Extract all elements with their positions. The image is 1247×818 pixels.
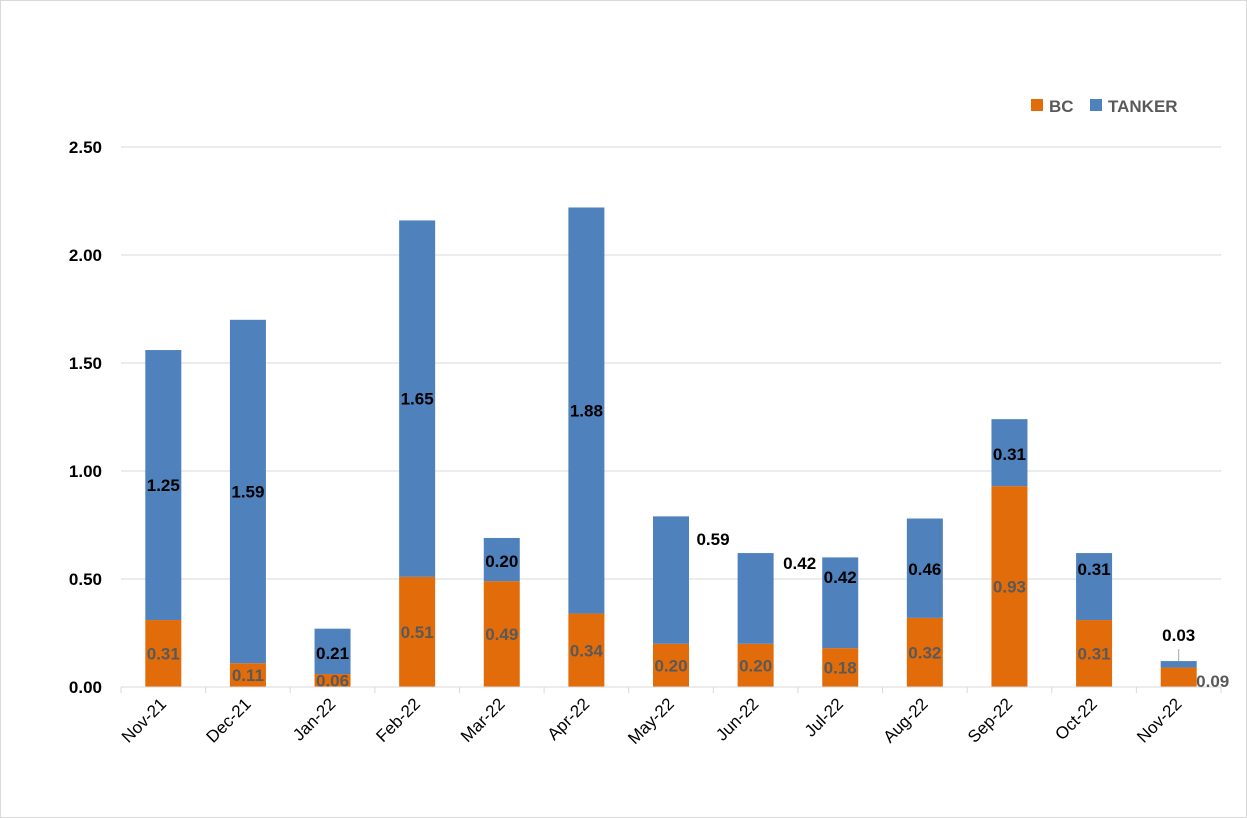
- data-labels: 0.31 0.11 0.06 0.51 0.49 0.34 0.20 0.20 0.18 0.32…: [147, 390, 1229, 691]
- data-label-bc: 0.20: [739, 656, 772, 675]
- bars: [145, 207, 1197, 687]
- y-axis-ticks: 0.00 0.50 1.00 1.50 2.00 2.50: [69, 138, 102, 697]
- legend-label-bc: BC: [1049, 97, 1074, 116]
- data-label-bc: 0.31: [1078, 645, 1111, 664]
- data-label-tanker: 0.21: [316, 644, 349, 663]
- data-label-bc: 0.32: [908, 643, 941, 662]
- data-label-bc: 0.09: [1196, 672, 1229, 691]
- y-tick-label: 1.50: [69, 354, 102, 373]
- bar-tanker-apr-22: [568, 207, 605, 614]
- x-category-label: Mar-22: [457, 694, 509, 746]
- x-category-label: Jul-22: [801, 694, 847, 740]
- data-label-bc: 0.11: [232, 666, 264, 685]
- data-label-tanker: 0.03: [1162, 626, 1195, 645]
- legend-swatch-tanker: [1090, 99, 1102, 111]
- bar-bc-jun-22: [737, 643, 774, 687]
- bar-tanker-feb-22: [399, 220, 436, 577]
- data-label-tanker: 0.46: [908, 560, 941, 579]
- gridlines: [121, 146, 1221, 580]
- bar-tanker-dec-21: [229, 319, 266, 664]
- bar-tanker-oct-22: [1076, 553, 1113, 621]
- data-label-bc: 0.49: [485, 625, 518, 644]
- data-label-tanker: 1.25: [147, 476, 180, 495]
- data-label-tanker: 0.31: [993, 445, 1026, 464]
- data-label-bc: 0.06: [316, 672, 349, 691]
- data-label-bc: 0.31: [147, 645, 180, 664]
- y-tick-label: 0.00: [69, 678, 102, 697]
- bar-tanker-mar-22: [483, 537, 520, 582]
- bar-bc-oct-22: [1076, 620, 1113, 687]
- bar-tanker-jun-22: [737, 553, 774, 644]
- bar-tanker-nov-22: [1160, 661, 1197, 668]
- bar-bc-nov-22: [1160, 667, 1197, 687]
- y-tick-label: 2.00: [69, 246, 102, 265]
- bar-bc-nov-21: [145, 620, 182, 687]
- legend-swatch-bc: [1031, 99, 1043, 111]
- legend-label-tanker: TANKER: [1108, 97, 1178, 116]
- data-label-tanker: 1.65: [401, 390, 434, 409]
- y-tick-label: 0.50: [69, 570, 102, 589]
- legend: BC TANKER: [1031, 97, 1178, 116]
- bar-tanker-nov-21: [145, 350, 182, 621]
- data-label-bc: 0.93: [993, 578, 1026, 597]
- x-category-label: Nov-22: [1133, 694, 1185, 746]
- data-label-bc: 0.18: [824, 659, 857, 678]
- bar-tanker-jan-22: [314, 628, 351, 675]
- data-label-tanker: 0.42: [824, 568, 857, 587]
- data-label-tanker: 0.59: [696, 530, 729, 549]
- data-label-bc: 0.20: [654, 656, 687, 675]
- data-label-tanker: 0.20: [485, 552, 518, 571]
- bar-bc-feb-22: [399, 576, 436, 687]
- bar-bc-jul-22: [822, 648, 859, 687]
- data-label-bc: 0.34: [570, 641, 604, 660]
- x-category-label: Aug-22: [879, 694, 931, 746]
- x-category-label: Oct-22: [1051, 694, 1101, 744]
- data-label-tanker: 0.42: [783, 554, 816, 573]
- bar-bc-aug-22: [906, 617, 943, 687]
- bar-bc-dec-21: [229, 663, 266, 687]
- x-category-label: Dec-21: [203, 694, 255, 746]
- bar-bc-jan-22: [314, 674, 351, 687]
- y-tick-label: 2.50: [69, 138, 102, 157]
- bar-tanker-aug-22: [906, 518, 943, 618]
- x-category-label: Sep-22: [964, 694, 1016, 746]
- x-category-label: May-22: [624, 694, 678, 748]
- bar-bc-mar-22: [483, 581, 520, 687]
- y-tick-label: 1.00: [69, 462, 102, 481]
- data-label-tanker: 1.59: [231, 483, 264, 502]
- x-category-label: Jun-22: [712, 694, 762, 744]
- x-category-label: Jan-22: [289, 694, 339, 744]
- bar-bc-may-22: [653, 643, 689, 687]
- bar-bc-sep-22: [991, 486, 1028, 687]
- data-label-tanker: 1.88: [570, 402, 603, 421]
- x-axis: Nov-21 Dec-21 Jan-22 Feb-22 Mar-22 Apr-22 May-…: [118, 686, 1222, 748]
- data-label-tanker: 0.31: [1078, 560, 1111, 579]
- bar-bc-apr-22: [568, 613, 605, 687]
- x-category-label: Apr-22: [544, 694, 594, 744]
- bar-tanker-sep-22: [991, 419, 1028, 487]
- x-category-label: Feb-22: [372, 694, 424, 746]
- bar-tanker-jul-22: [822, 557, 859, 649]
- x-category-label: Nov-21: [118, 694, 170, 746]
- data-label-bc: 0.51: [401, 623, 434, 642]
- bar-tanker-may-22: [653, 516, 689, 644]
